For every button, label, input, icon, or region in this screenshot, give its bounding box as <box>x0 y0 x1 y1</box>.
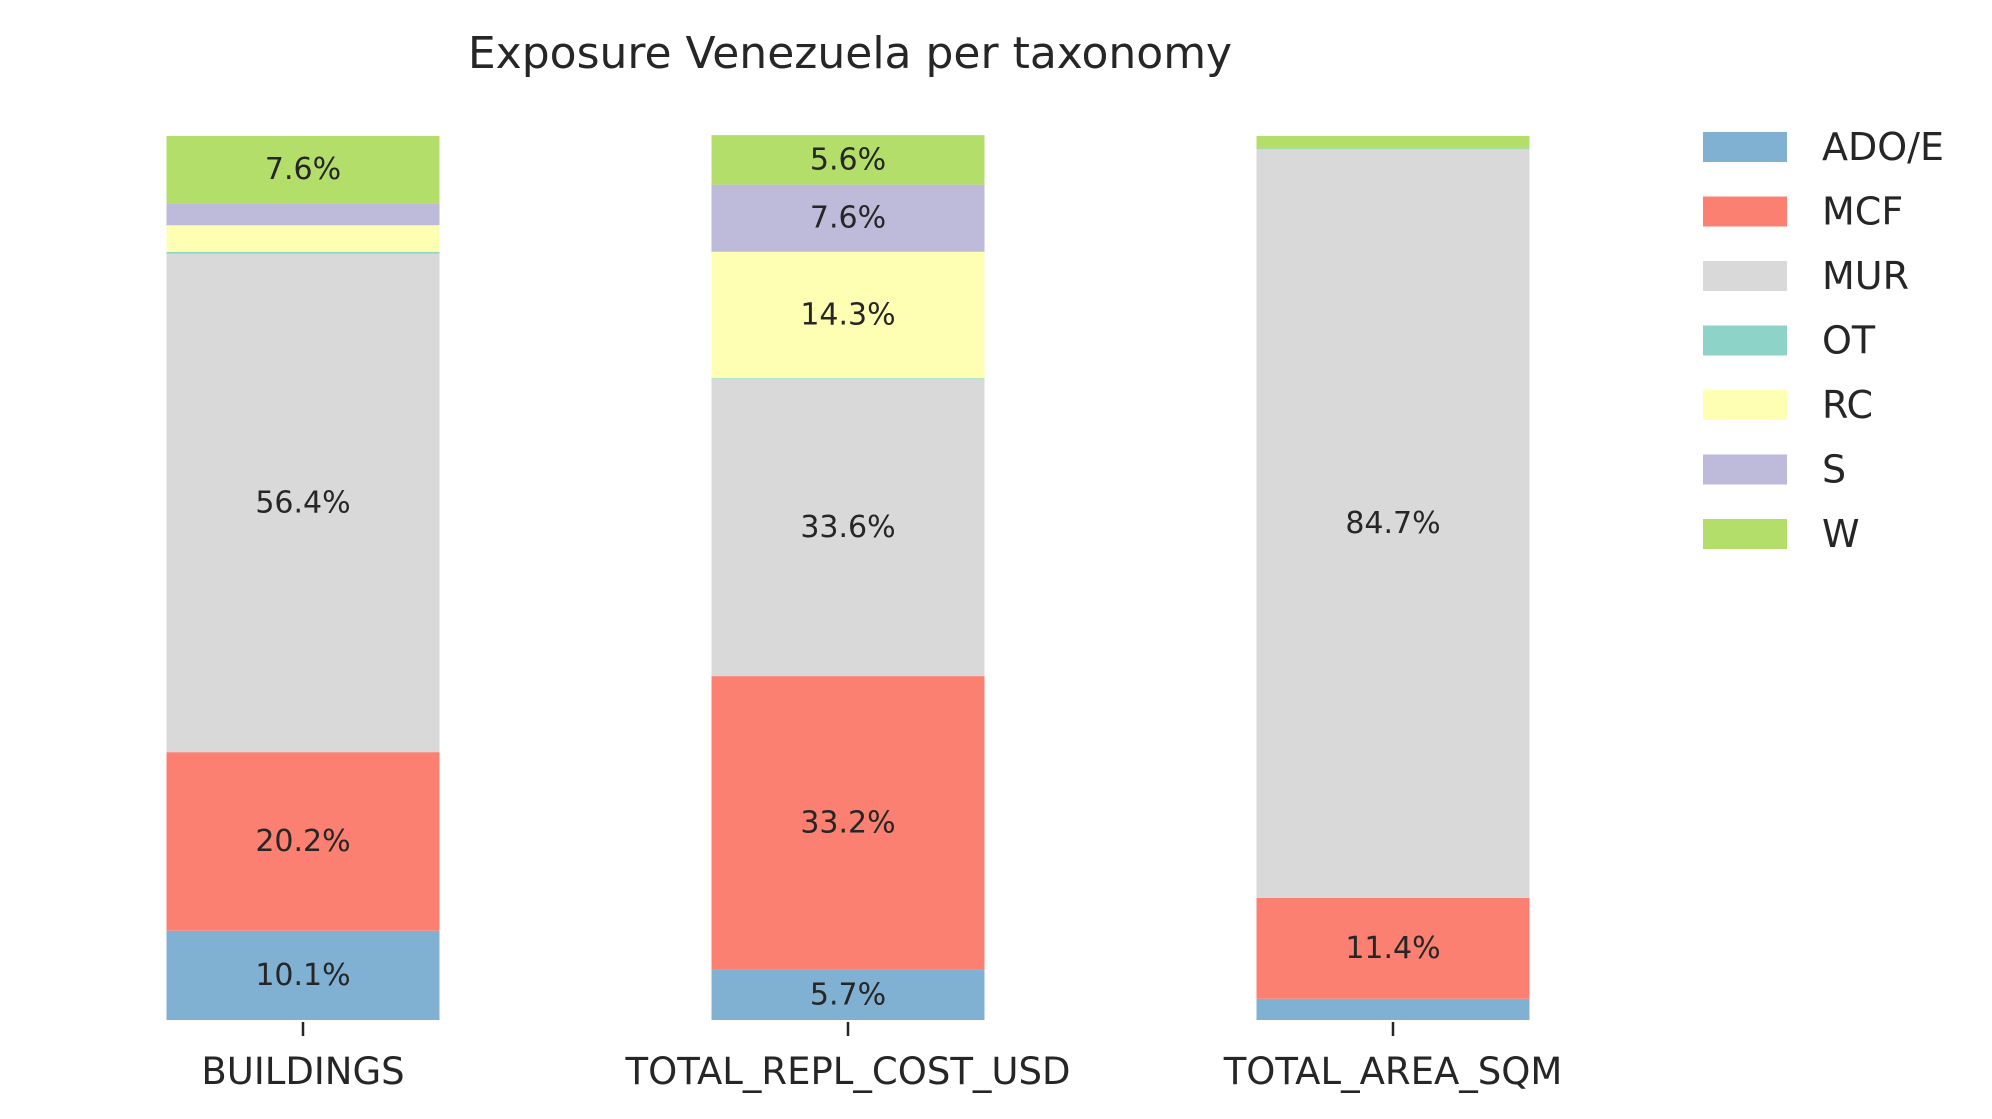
data-label-buildings-ado-e: 10.1% <box>255 958 350 993</box>
bar-segment-buildings-s <box>166 203 440 226</box>
data-labels-layer: 10.1% 20.2% 56.4% 7.6% 5.7% 33.2% 33.6% 14.3% 7.… <box>255 142 1440 1012</box>
bar-segment-total-repl-cost-usd-mcf <box>711 676 985 970</box>
legend-swatch-ado-e <box>1703 132 1787 162</box>
data-label-buildings-mcf: 20.2% <box>255 824 350 859</box>
x-tick-label-total-repl-cost-usd: TOTAL_REPL_COST_USD <box>625 1050 1071 1093</box>
bar-segment-buildings-ot <box>166 251 440 254</box>
bar-segment-buildings-mur <box>166 253 440 753</box>
bar-segment-total-repl-cost-usd-ot <box>711 378 985 380</box>
bar-segment-buildings-mcf <box>166 752 440 931</box>
legend-swatch-s <box>1703 454 1787 485</box>
legend-swatch-w <box>1703 519 1787 549</box>
legend-label-ot: OT <box>1822 319 1876 363</box>
data-label-total-repl-cost-usd-rc: 14.3% <box>800 298 895 333</box>
legend-swatch-ot <box>1703 325 1787 356</box>
bar-segment-total-area-sqm-ado-e <box>1256 998 1530 1020</box>
legend: ADO/E MCF MUR OT RC SW <box>1703 125 1944 556</box>
chart-title: Exposure Venezuela per taxonomy <box>468 28 1232 79</box>
legend-swatch-rc <box>1703 390 1787 420</box>
data-label-total-area-sqm-mcf: 11.4% <box>1345 931 1440 966</box>
legend-swatch-mur <box>1703 261 1787 291</box>
bar-segment-buildings-rc <box>166 225 440 252</box>
bar-segment-total-repl-cost-usd-w <box>711 135 985 185</box>
data-label-total-repl-cost-usd-mcf: 33.2% <box>800 805 895 840</box>
bar-segment-total-repl-cost-usd-ado-e <box>711 969 985 1020</box>
x-tick-label-total-area-sqm: TOTAL_AREA_SQM <box>1223 1050 1563 1093</box>
data-label-buildings-mur: 56.4% <box>255 485 350 520</box>
data-label-total-repl-cost-usd-mur: 33.6% <box>800 510 895 545</box>
legend-label-ado-e: ADO/E <box>1822 125 1944 169</box>
bar-segment-total-area-sqm-w <box>1256 136 1530 149</box>
legend-label-mcf: MCF <box>1822 190 1903 234</box>
x-axis: BUILDINGS TOTAL_REPL_COST_USD TOTAL_AREA_S… <box>201 1022 1562 1093</box>
bar-segment-total-repl-cost-usd-mur <box>711 379 985 677</box>
bars-layer <box>166 135 1530 1020</box>
bar-segment-total-area-sqm-ot <box>1256 148 1530 150</box>
bar-segment-buildings-ado-e <box>166 930 440 1020</box>
data-label-total-repl-cost-usd-s: 7.6% <box>810 201 886 236</box>
legend-swatch-mcf <box>1703 196 1787 227</box>
x-tick-label-buildings: BUILDINGS <box>201 1050 404 1093</box>
bar-segment-total-repl-cost-usd-rc <box>711 251 985 379</box>
bar-segment-total-area-sqm-mur <box>1256 149 1530 899</box>
data-label-total-repl-cost-usd-w: 5.6% <box>810 142 886 177</box>
legend-label-w: W <box>1822 512 1860 556</box>
data-label-total-repl-cost-usd-ado-e: 5.7% <box>810 977 886 1012</box>
legend-label-mur: MUR <box>1822 254 1909 298</box>
data-label-buildings-w: 7.6% <box>265 152 341 187</box>
legend-label-s: S <box>1822 448 1846 492</box>
data-label-total-area-sqm-mur: 84.7% <box>1345 506 1440 541</box>
bar-segment-total-repl-cost-usd-s <box>711 184 985 252</box>
bar-segment-total-area-sqm-mcf <box>1256 898 1530 999</box>
bar-segment-buildings-w <box>166 136 440 204</box>
legend-label-rc: RC <box>1822 383 1873 427</box>
